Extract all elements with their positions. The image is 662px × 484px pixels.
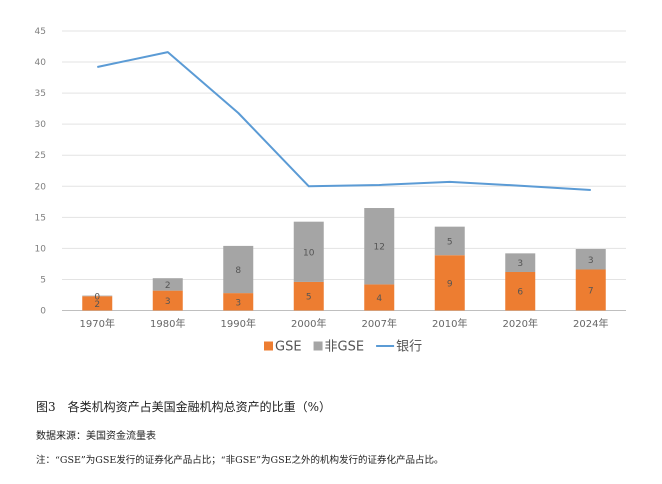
data-label-non-gse: 3 bbox=[588, 256, 594, 266]
x-axis-labels: 1970年 1980年 1990年 2000年 2007年 2010年 2020年 2024年 bbox=[80, 317, 609, 330]
line-bank bbox=[97, 51, 591, 191]
legend: GSE 非GSE 银行 bbox=[264, 340, 422, 355]
y-tick-label: 5 bbox=[40, 275, 46, 285]
bar-gse bbox=[505, 271, 536, 311]
bar-gse bbox=[82, 296, 113, 311]
bar-non-gse bbox=[575, 249, 606, 270]
legend-label-bank: 银行 bbox=[396, 340, 422, 355]
bar-gse bbox=[293, 281, 324, 311]
legend-swatch-non-gse bbox=[313, 341, 323, 351]
data-label-gse: 7 bbox=[588, 287, 594, 297]
y-tick-label: 20 bbox=[35, 182, 47, 192]
bar-non-gse bbox=[364, 208, 395, 285]
y-tick-label: 40 bbox=[35, 58, 47, 68]
data-label-non-gse: 3 bbox=[517, 259, 523, 269]
data-label-gse: 9 bbox=[447, 279, 453, 289]
bar-non-gse bbox=[434, 226, 465, 256]
x-tick-label: 1980年 bbox=[150, 317, 185, 330]
y-tick-label: 45 bbox=[35, 27, 46, 37]
data-label-non-gse: 8 bbox=[235, 266, 241, 276]
x-tick-label: 2007年 bbox=[362, 317, 397, 330]
data-label-gse: 3 bbox=[235, 298, 241, 308]
y-tick-label: 10 bbox=[35, 244, 47, 254]
bar-gse bbox=[223, 293, 254, 311]
bar-non-gse bbox=[82, 295, 113, 297]
data-label-non-gse: 10 bbox=[303, 248, 315, 258]
data-label-non-gse: 0 bbox=[94, 292, 100, 302]
y-tick-label: 30 bbox=[35, 120, 47, 130]
y-tick-label: 35 bbox=[35, 89, 46, 99]
data-label-gse: 2 bbox=[94, 300, 100, 310]
figure-note: 注：“GSE”为GSE发行的证券化产品占比；“非GSE”为GSE之外的机构发行的… bbox=[36, 455, 444, 466]
legend-swatch-gse bbox=[264, 341, 273, 351]
bar-non-gse bbox=[223, 245, 254, 294]
figure-title: 图3 各类机构资产占美国金融机构总资产的比重（%） bbox=[36, 400, 332, 414]
data-label-gse: 5 bbox=[306, 293, 312, 303]
y-tick-label: 25 bbox=[35, 151, 46, 161]
figure-source: 数据来源：美国资金流量表 bbox=[36, 431, 156, 442]
legend-label-gse: GSE bbox=[275, 340, 302, 355]
bar-gse bbox=[575, 269, 606, 311]
legend-label-non-gse: 非GSE bbox=[325, 340, 365, 355]
x-tick-label: 2024年 bbox=[573, 317, 608, 330]
bar-non-gse bbox=[293, 221, 324, 282]
data-label-non-gse: 2 bbox=[165, 281, 171, 291]
gridlines bbox=[62, 30, 626, 311]
data-label-non-gse: 12 bbox=[374, 243, 385, 253]
x-tick-label: 1970年 bbox=[80, 317, 115, 330]
data-label-non-gse: 5 bbox=[447, 237, 453, 247]
y-tick-label: 15 bbox=[35, 213, 46, 223]
bank-line-series bbox=[97, 51, 591, 191]
bar-non-gse bbox=[505, 253, 536, 272]
bar-non-gse bbox=[152, 278, 183, 291]
bar-gse bbox=[364, 284, 395, 311]
y-axis-ticks: 0 5 10 15 20 25 30 35 40 45 bbox=[35, 27, 47, 317]
x-tick-label: 2000年 bbox=[291, 317, 326, 330]
data-label-gse: 3 bbox=[165, 297, 171, 307]
bar-gse bbox=[152, 290, 183, 311]
x-tick-label: 2010年 bbox=[432, 317, 467, 330]
y-tick-label: 0 bbox=[40, 307, 46, 317]
x-tick-label: 2020年 bbox=[503, 317, 538, 330]
x-tick-label: 1990年 bbox=[221, 317, 256, 330]
bar-gse bbox=[434, 255, 465, 311]
bars bbox=[82, 208, 606, 311]
data-label-gse: 4 bbox=[376, 294, 382, 304]
data-label-gse: 6 bbox=[517, 288, 523, 298]
